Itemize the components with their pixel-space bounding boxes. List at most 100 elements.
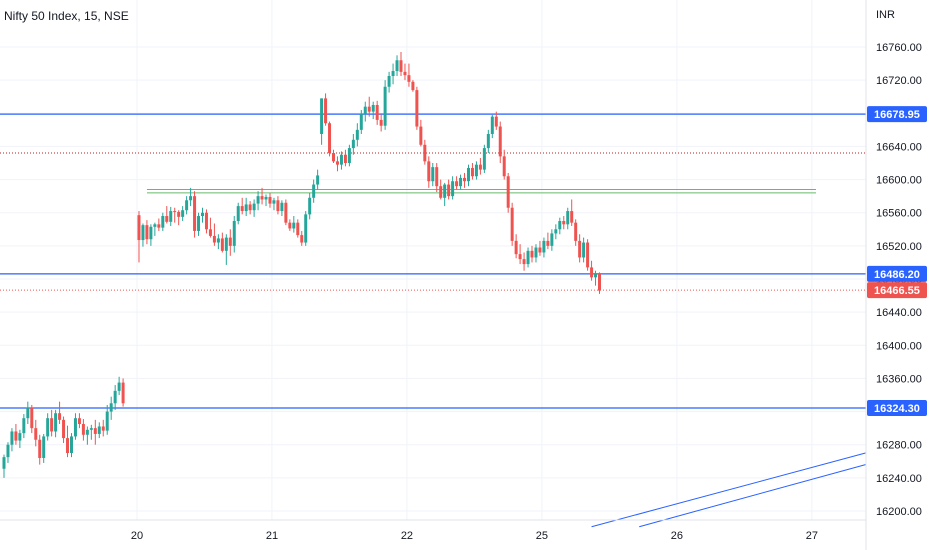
candle-body <box>161 216 165 228</box>
candle-body <box>312 184 316 198</box>
price-axis[interactable]: INR16760.0016720.0016680.0016640.0016600… <box>865 0 927 550</box>
candle-body <box>173 211 177 213</box>
candle-body <box>165 216 169 222</box>
candle-body <box>558 221 562 230</box>
candle-body <box>407 75 411 82</box>
candle-body <box>570 211 574 223</box>
candle-body <box>562 221 566 225</box>
level-badge-label: 16324.30 <box>874 403 920 415</box>
candle-body <box>423 144 427 162</box>
candle-body <box>490 116 494 134</box>
candle-body <box>510 207 514 241</box>
candle-body <box>347 148 351 163</box>
candle-body <box>463 177 467 182</box>
candle-body <box>2 457 6 469</box>
candle-body <box>316 175 320 185</box>
candle-body <box>300 235 304 243</box>
candle-body <box>141 225 145 241</box>
candle-body <box>121 382 125 404</box>
time-tick-label: 27 <box>806 530 818 542</box>
candles <box>2 51 601 478</box>
candle-body <box>6 444 10 458</box>
candle-body <box>18 433 22 441</box>
level-badge-label: 16486.20 <box>874 269 920 281</box>
candle-body <box>478 164 482 170</box>
candle-body <box>248 204 252 211</box>
candle-body <box>387 76 391 87</box>
currency-label: INR <box>876 9 895 21</box>
candle-body <box>46 418 50 437</box>
candle-body <box>451 181 455 197</box>
candle-body <box>220 238 224 251</box>
candle-body <box>244 204 248 212</box>
candle-body <box>403 71 407 76</box>
symbol-title: Nifty 50 Index, 15, NSE <box>4 9 129 23</box>
candle-body <box>586 242 590 268</box>
candle-body <box>240 206 244 212</box>
time-axis[interactable]: 20 21 22 25 26 27 <box>0 519 866 542</box>
price-tick-label: 16200.00 <box>876 506 922 518</box>
candle-body <box>81 424 85 435</box>
candle-body <box>339 154 343 165</box>
horizontal-levels[interactable] <box>0 113 866 409</box>
candle-body <box>296 222 300 236</box>
candle-body <box>89 428 93 430</box>
candle-body <box>518 254 522 260</box>
candle-body <box>292 222 296 229</box>
candle-body <box>145 225 149 240</box>
candle-body <box>181 210 185 217</box>
candle-body <box>371 105 375 112</box>
candle-body <box>399 60 403 72</box>
candle-body <box>268 196 272 204</box>
candle-body <box>332 153 336 162</box>
candle-body <box>109 403 113 412</box>
price-tick-label: 16240.00 <box>876 473 922 485</box>
candle-body <box>77 418 81 424</box>
candle-body <box>363 106 367 115</box>
level-badge-label: 16466.55 <box>874 285 920 297</box>
candle-body <box>30 407 34 429</box>
candle-body <box>375 105 379 120</box>
candle-body <box>502 156 506 177</box>
candle-body <box>97 426 101 434</box>
candle-body <box>574 222 578 241</box>
trendline <box>639 464 866 528</box>
candle-body <box>62 419 66 439</box>
candle-body <box>26 407 30 419</box>
candle-body <box>435 167 439 187</box>
candle-body <box>252 203 256 211</box>
candle-body <box>546 240 550 246</box>
candle-body <box>359 114 363 130</box>
candle-body <box>427 161 431 182</box>
candle-body <box>419 126 423 145</box>
candle-body <box>578 240 582 258</box>
candle-body <box>474 164 478 177</box>
candle-body <box>66 438 70 453</box>
candle-body <box>534 247 538 258</box>
candle-body <box>482 148 486 170</box>
candle-body <box>50 418 54 432</box>
level-badge <box>867 400 927 417</box>
candle-body <box>542 240 546 253</box>
candle-body <box>379 119 383 126</box>
candle-body <box>22 418 26 434</box>
time-tick-label: 22 <box>401 530 413 542</box>
time-tick-label: 21 <box>266 530 278 542</box>
candle-body <box>582 242 586 258</box>
level-badge-label: 16678.95 <box>874 109 920 121</box>
candle-body <box>530 250 534 258</box>
candle-body <box>212 235 216 243</box>
candle-body <box>14 431 18 441</box>
candle-body <box>10 431 14 445</box>
candle-body <box>201 212 204 217</box>
candle-body <box>185 200 189 211</box>
candle-body <box>137 215 141 241</box>
candle-body <box>514 240 518 255</box>
trendlines[interactable] <box>591 452 866 528</box>
candle-body <box>431 167 435 182</box>
candle-body <box>153 224 157 227</box>
level-badge <box>867 282 927 299</box>
time-tick-label: 20 <box>131 530 143 542</box>
level-badge <box>867 106 927 123</box>
